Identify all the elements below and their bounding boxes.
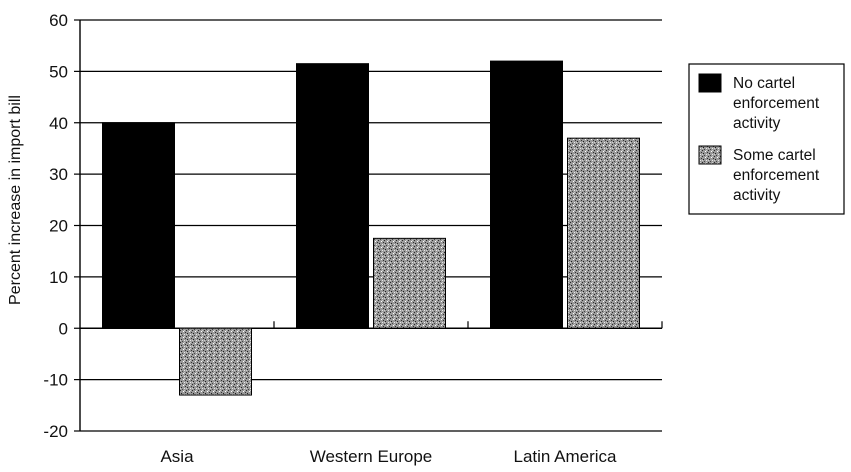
x-category-label: Latin America (514, 447, 618, 466)
axis-labels: -20 -10 0 10 20 30 40 50 60 Asia Western Europe Lat… (43, 11, 617, 466)
legend-label: Some cartel (733, 147, 816, 164)
bar-asia-series-2 (179, 327, 252, 396)
bar-asia-series-1 (102, 122, 175, 329)
legend: No cartel enforcement activity Some cartel e… (688, 63, 845, 215)
y-tick-label: 40 (49, 114, 68, 133)
legend-label: activity (733, 115, 781, 132)
legend-swatch (698, 73, 722, 93)
y-tick-label: -10 (43, 371, 68, 390)
y-tick-label: 0 (59, 319, 68, 338)
bar-latin-america-series-2 (567, 137, 640, 329)
y-tick-label: 20 (49, 217, 68, 236)
y-tick-label: -20 (43, 422, 68, 441)
y-tick-label: 10 (49, 268, 68, 287)
bar-western-europe-series-1 (296, 63, 369, 329)
y-tick-label: 30 (49, 165, 68, 184)
x-category-label: Western Europe (310, 447, 433, 466)
x-category-label: Asia (160, 447, 194, 466)
axes (74, 19, 663, 432)
bar-western-europe-series-2 (373, 237, 446, 329)
y-axis-title: Percent increase in import bill (7, 95, 24, 305)
legend-swatch (698, 145, 722, 165)
y-tick-label: 60 (49, 11, 68, 30)
y-tick-label: 50 (49, 62, 68, 81)
bars (102, 60, 640, 396)
legend-label: activity (733, 187, 781, 204)
legend-label: No cartel (733, 75, 795, 92)
legend-label: enforcement (733, 95, 820, 112)
bar-latin-america-series-1 (490, 60, 563, 329)
grid-lines (80, 19, 662, 432)
legend-label: enforcement (733, 167, 820, 184)
